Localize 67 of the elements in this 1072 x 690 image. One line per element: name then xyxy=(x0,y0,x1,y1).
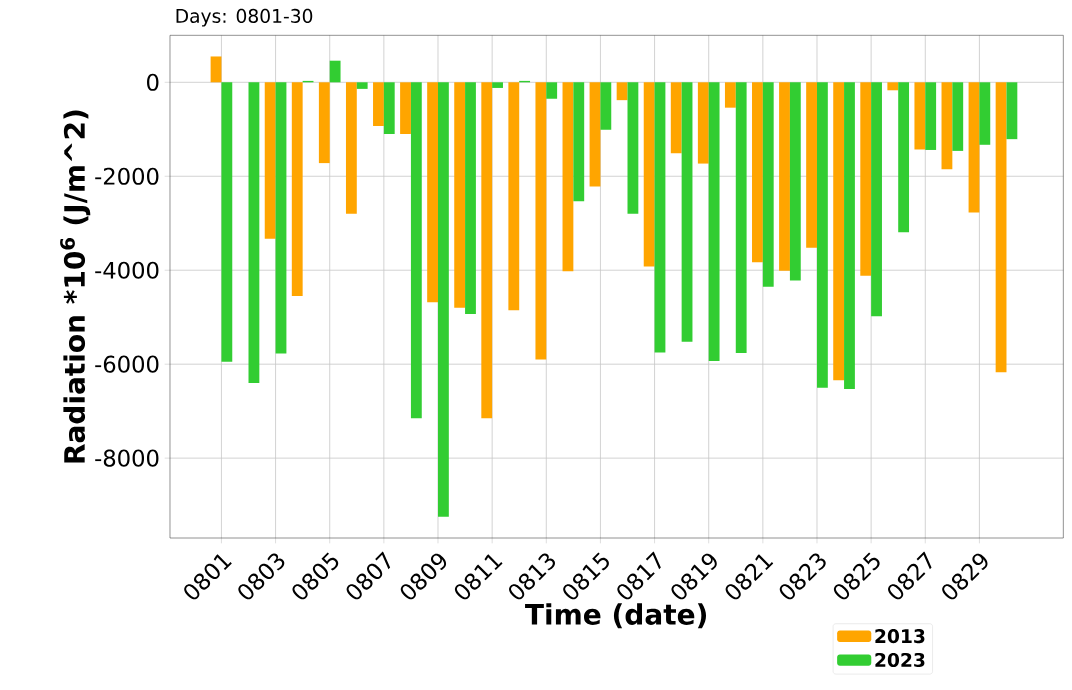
bar xyxy=(508,82,520,311)
y-tick-label: -4000 xyxy=(95,261,159,279)
bar xyxy=(762,82,774,287)
bar xyxy=(724,82,736,108)
bar xyxy=(329,60,341,83)
bar xyxy=(844,82,855,390)
y-tick-label: 0 xyxy=(147,73,159,91)
bar xyxy=(573,82,585,202)
bar xyxy=(291,82,303,297)
y-tick-label: -2000 xyxy=(95,167,159,185)
bar xyxy=(789,82,801,281)
bar xyxy=(752,82,763,263)
bar xyxy=(925,82,937,150)
bar xyxy=(546,82,558,99)
bar xyxy=(427,82,438,303)
bar xyxy=(589,82,601,187)
bar xyxy=(979,82,991,145)
bar xyxy=(410,82,422,419)
bar xyxy=(968,82,980,213)
bar xyxy=(275,82,287,354)
bar xyxy=(708,82,720,361)
bar xyxy=(264,82,276,239)
bar xyxy=(492,82,503,88)
bar xyxy=(871,82,882,317)
legend-label: 2023 xyxy=(875,652,925,668)
bar xyxy=(779,82,790,271)
bar xyxy=(806,82,817,248)
bar xyxy=(345,82,357,214)
bar xyxy=(833,82,845,381)
bar xyxy=(454,82,466,308)
bar xyxy=(914,82,926,150)
bar xyxy=(627,82,639,214)
y-axis-title: Radiation *10$^{6}$ (J/m^2) xyxy=(60,110,91,463)
bar xyxy=(654,82,666,353)
bar xyxy=(670,82,682,154)
bar xyxy=(1006,82,1018,140)
bar xyxy=(356,82,368,89)
bar xyxy=(898,82,910,233)
chart-title: Days: 0801-30 xyxy=(176,8,313,27)
bar xyxy=(221,82,233,362)
bar xyxy=(373,82,384,126)
bar xyxy=(383,82,395,134)
bar xyxy=(860,82,872,276)
bar xyxy=(735,82,747,353)
bar xyxy=(438,82,449,517)
bar xyxy=(616,82,628,101)
bar xyxy=(952,82,964,151)
bar xyxy=(400,82,411,134)
bar xyxy=(681,82,693,342)
bar xyxy=(535,82,547,360)
y-tick-label: -6000 xyxy=(95,355,159,373)
bar xyxy=(318,82,330,164)
bar xyxy=(941,82,953,170)
legend-label: 2013 xyxy=(875,629,925,644)
bar xyxy=(210,56,222,83)
bar xyxy=(600,82,612,130)
bar xyxy=(887,82,899,91)
bar xyxy=(697,82,709,164)
bar xyxy=(248,82,260,383)
bar xyxy=(643,82,655,267)
bar xyxy=(562,82,574,272)
bar xyxy=(481,82,493,419)
bar xyxy=(465,82,476,314)
bar xyxy=(816,82,828,388)
x-axis-title: Time (date) xyxy=(525,603,707,629)
y-tick-label: -8000 xyxy=(95,449,159,467)
bar xyxy=(995,82,1007,373)
